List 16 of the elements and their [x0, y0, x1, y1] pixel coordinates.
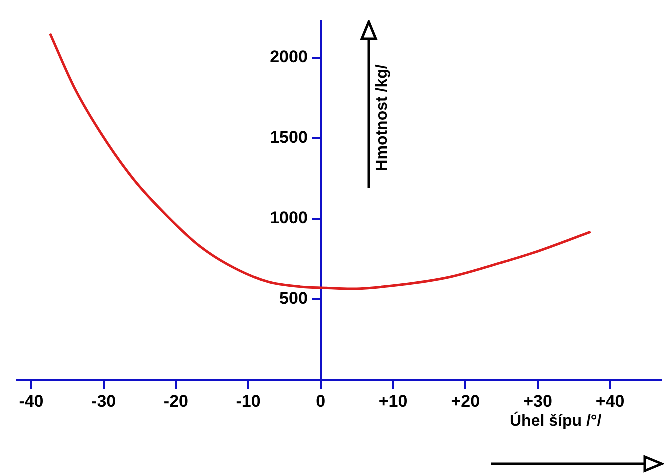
y-tick-label: 2000	[270, 48, 308, 67]
y-tick-label: 1000	[270, 208, 308, 228]
y-axis-title: Hmotnost /kg/	[374, 64, 392, 172]
x-tick-label: -10	[236, 392, 261, 411]
y-tick-label: 500	[280, 289, 308, 308]
x-tick-label: -20	[164, 392, 188, 411]
x-tick-label: -30	[92, 392, 116, 411]
x-tick-label: -40	[19, 392, 44, 411]
y-tick-label: 1500	[270, 128, 308, 148]
x-tick-label: +40	[596, 392, 625, 411]
x-tick-label: +20	[451, 392, 480, 411]
line-series	[49, 32, 592, 290]
x-tick-label: 0	[316, 392, 326, 411]
x-axis-title: Úhel šípu /°/	[510, 413, 602, 431]
x-tick-label: +30	[524, 392, 552, 411]
x-tick-label: +10	[378, 392, 408, 411]
